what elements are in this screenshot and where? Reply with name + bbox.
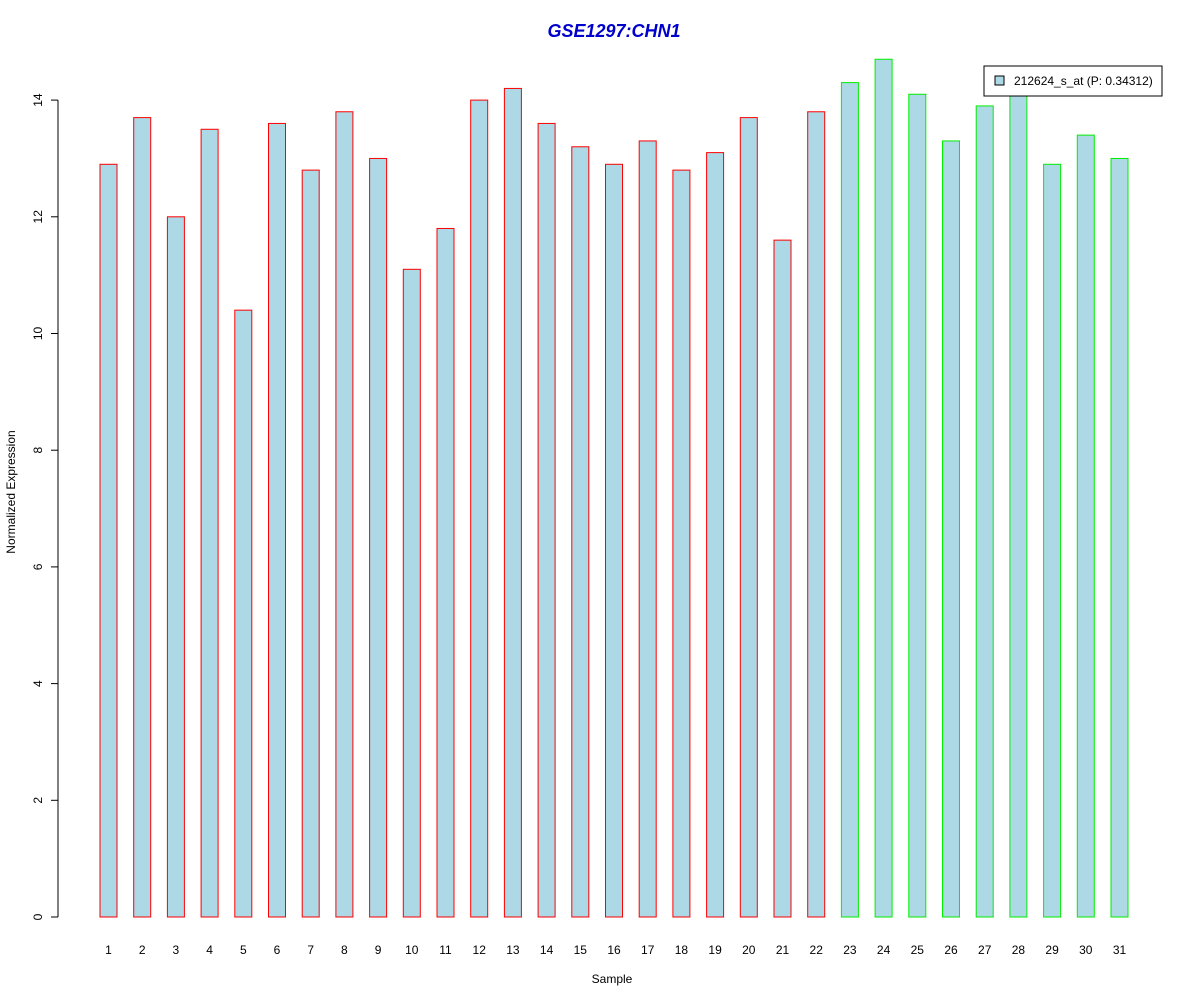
y-tick-label: 6 — [31, 563, 45, 570]
bar-sample-23 — [840, 82, 859, 918]
x-tick-label: 4 — [206, 943, 213, 957]
x-tick-label: 15 — [574, 943, 588, 957]
x-tick-label: 1 — [105, 943, 112, 957]
x-tick-label: 23 — [843, 943, 857, 957]
x-tick-labels: 1 2 3 4 5 6 7 8 9 10 11 12 13 14 15 16 17 18 19 20 21 22 23 24 2… — [105, 943, 1126, 957]
x-tick-label: 14 — [540, 943, 554, 957]
bar-sample-14 — [537, 122, 556, 918]
x-tick-label: 21 — [776, 943, 790, 957]
x-tick-label: 31 — [1113, 943, 1127, 957]
x-tick-label: 30 — [1079, 943, 1093, 957]
legend-swatch — [994, 75, 1005, 86]
bar-sample-17 — [638, 140, 657, 918]
bar-sample-11 — [436, 227, 455, 918]
bar-sample-21 — [773, 239, 792, 918]
x-tick-label: 16 — [607, 943, 621, 957]
x-tick-label: 26 — [944, 943, 958, 957]
x-tick-label: 3 — [173, 943, 180, 957]
bar-sample-6 — [268, 122, 286, 918]
bar-sample-2 — [133, 117, 152, 918]
x-tick-label: 28 — [1012, 943, 1026, 957]
bar-sample-29 — [1043, 163, 1062, 918]
y-axis-label: Normalized Expression — [4, 430, 18, 553]
bar-sample-26 — [942, 140, 960, 918]
bar-sample-8 — [335, 111, 354, 918]
bars-group — [99, 58, 1129, 918]
bar-sample-15 — [571, 146, 590, 918]
bar-sample-24 — [874, 58, 893, 918]
x-tick-label: 19 — [708, 943, 722, 957]
x-tick-label: 6 — [274, 943, 281, 957]
y-tick-label: 0 — [31, 913, 45, 920]
bar-sample-3 — [166, 216, 185, 918]
bar-sample-27 — [975, 105, 994, 918]
bar-sample-16 — [605, 163, 623, 918]
y-tick-label: 2 — [31, 797, 45, 804]
bar-sample-31 — [1110, 157, 1129, 918]
x-tick-label: 17 — [641, 943, 655, 957]
x-tick-label: 2 — [139, 943, 146, 957]
x-tick-label: 7 — [307, 943, 314, 957]
legend-box — [983, 65, 1163, 97]
x-tick-label: 5 — [240, 943, 247, 957]
x-tick-label: 9 — [375, 943, 382, 957]
bar-sample-7 — [301, 169, 320, 918]
y-tick-label: 8 — [31, 447, 45, 454]
x-tick-label: 22 — [810, 943, 824, 957]
x-tick-label: 18 — [675, 943, 689, 957]
bar-sample-9 — [369, 157, 388, 918]
bar-sample-25 — [908, 93, 927, 918]
x-axis-label: Sample — [592, 972, 633, 986]
bar-sample-12 — [470, 99, 489, 918]
x-tick-label: 12 — [473, 943, 487, 957]
bar-sample-1 — [99, 163, 118, 918]
y-axis: 0 2 4 6 8 10 12 14 — [31, 93, 59, 920]
bar-sample-5 — [234, 309, 253, 918]
chart-title: GSE1297:CHN1 — [547, 21, 680, 41]
bar-sample-4 — [200, 128, 219, 918]
bar-sample-18 — [672, 169, 691, 918]
bar-sample-20 — [739, 117, 758, 918]
x-tick-label: 24 — [877, 943, 891, 957]
y-tick-label: 10 — [31, 327, 45, 341]
y-tick-label: 14 — [31, 93, 45, 107]
x-tick-label: 25 — [911, 943, 925, 957]
x-tick-label: 29 — [1045, 943, 1059, 957]
legend: 212624_s_at (P: 0.34312) — [983, 65, 1163, 97]
y-tick-label: 12 — [31, 210, 45, 224]
x-tick-label: 13 — [506, 943, 520, 957]
legend-label: 212624_s_at (P: 0.34312) — [1014, 74, 1153, 88]
y-tick-label: 4 — [31, 680, 45, 687]
x-tick-label: 11 — [439, 943, 452, 957]
x-tick-label: 20 — [742, 943, 756, 957]
bar-sample-13 — [503, 87, 522, 918]
bar-sample-10 — [402, 268, 421, 918]
bar-sample-19 — [706, 152, 725, 918]
x-tick-label: 27 — [978, 943, 992, 957]
bar-sample-22 — [807, 111, 826, 918]
bar-sample-28 — [1009, 93, 1028, 918]
x-tick-label: 10 — [405, 943, 419, 957]
x-tick-label: 8 — [341, 943, 348, 957]
bar-sample-30 — [1076, 134, 1095, 918]
